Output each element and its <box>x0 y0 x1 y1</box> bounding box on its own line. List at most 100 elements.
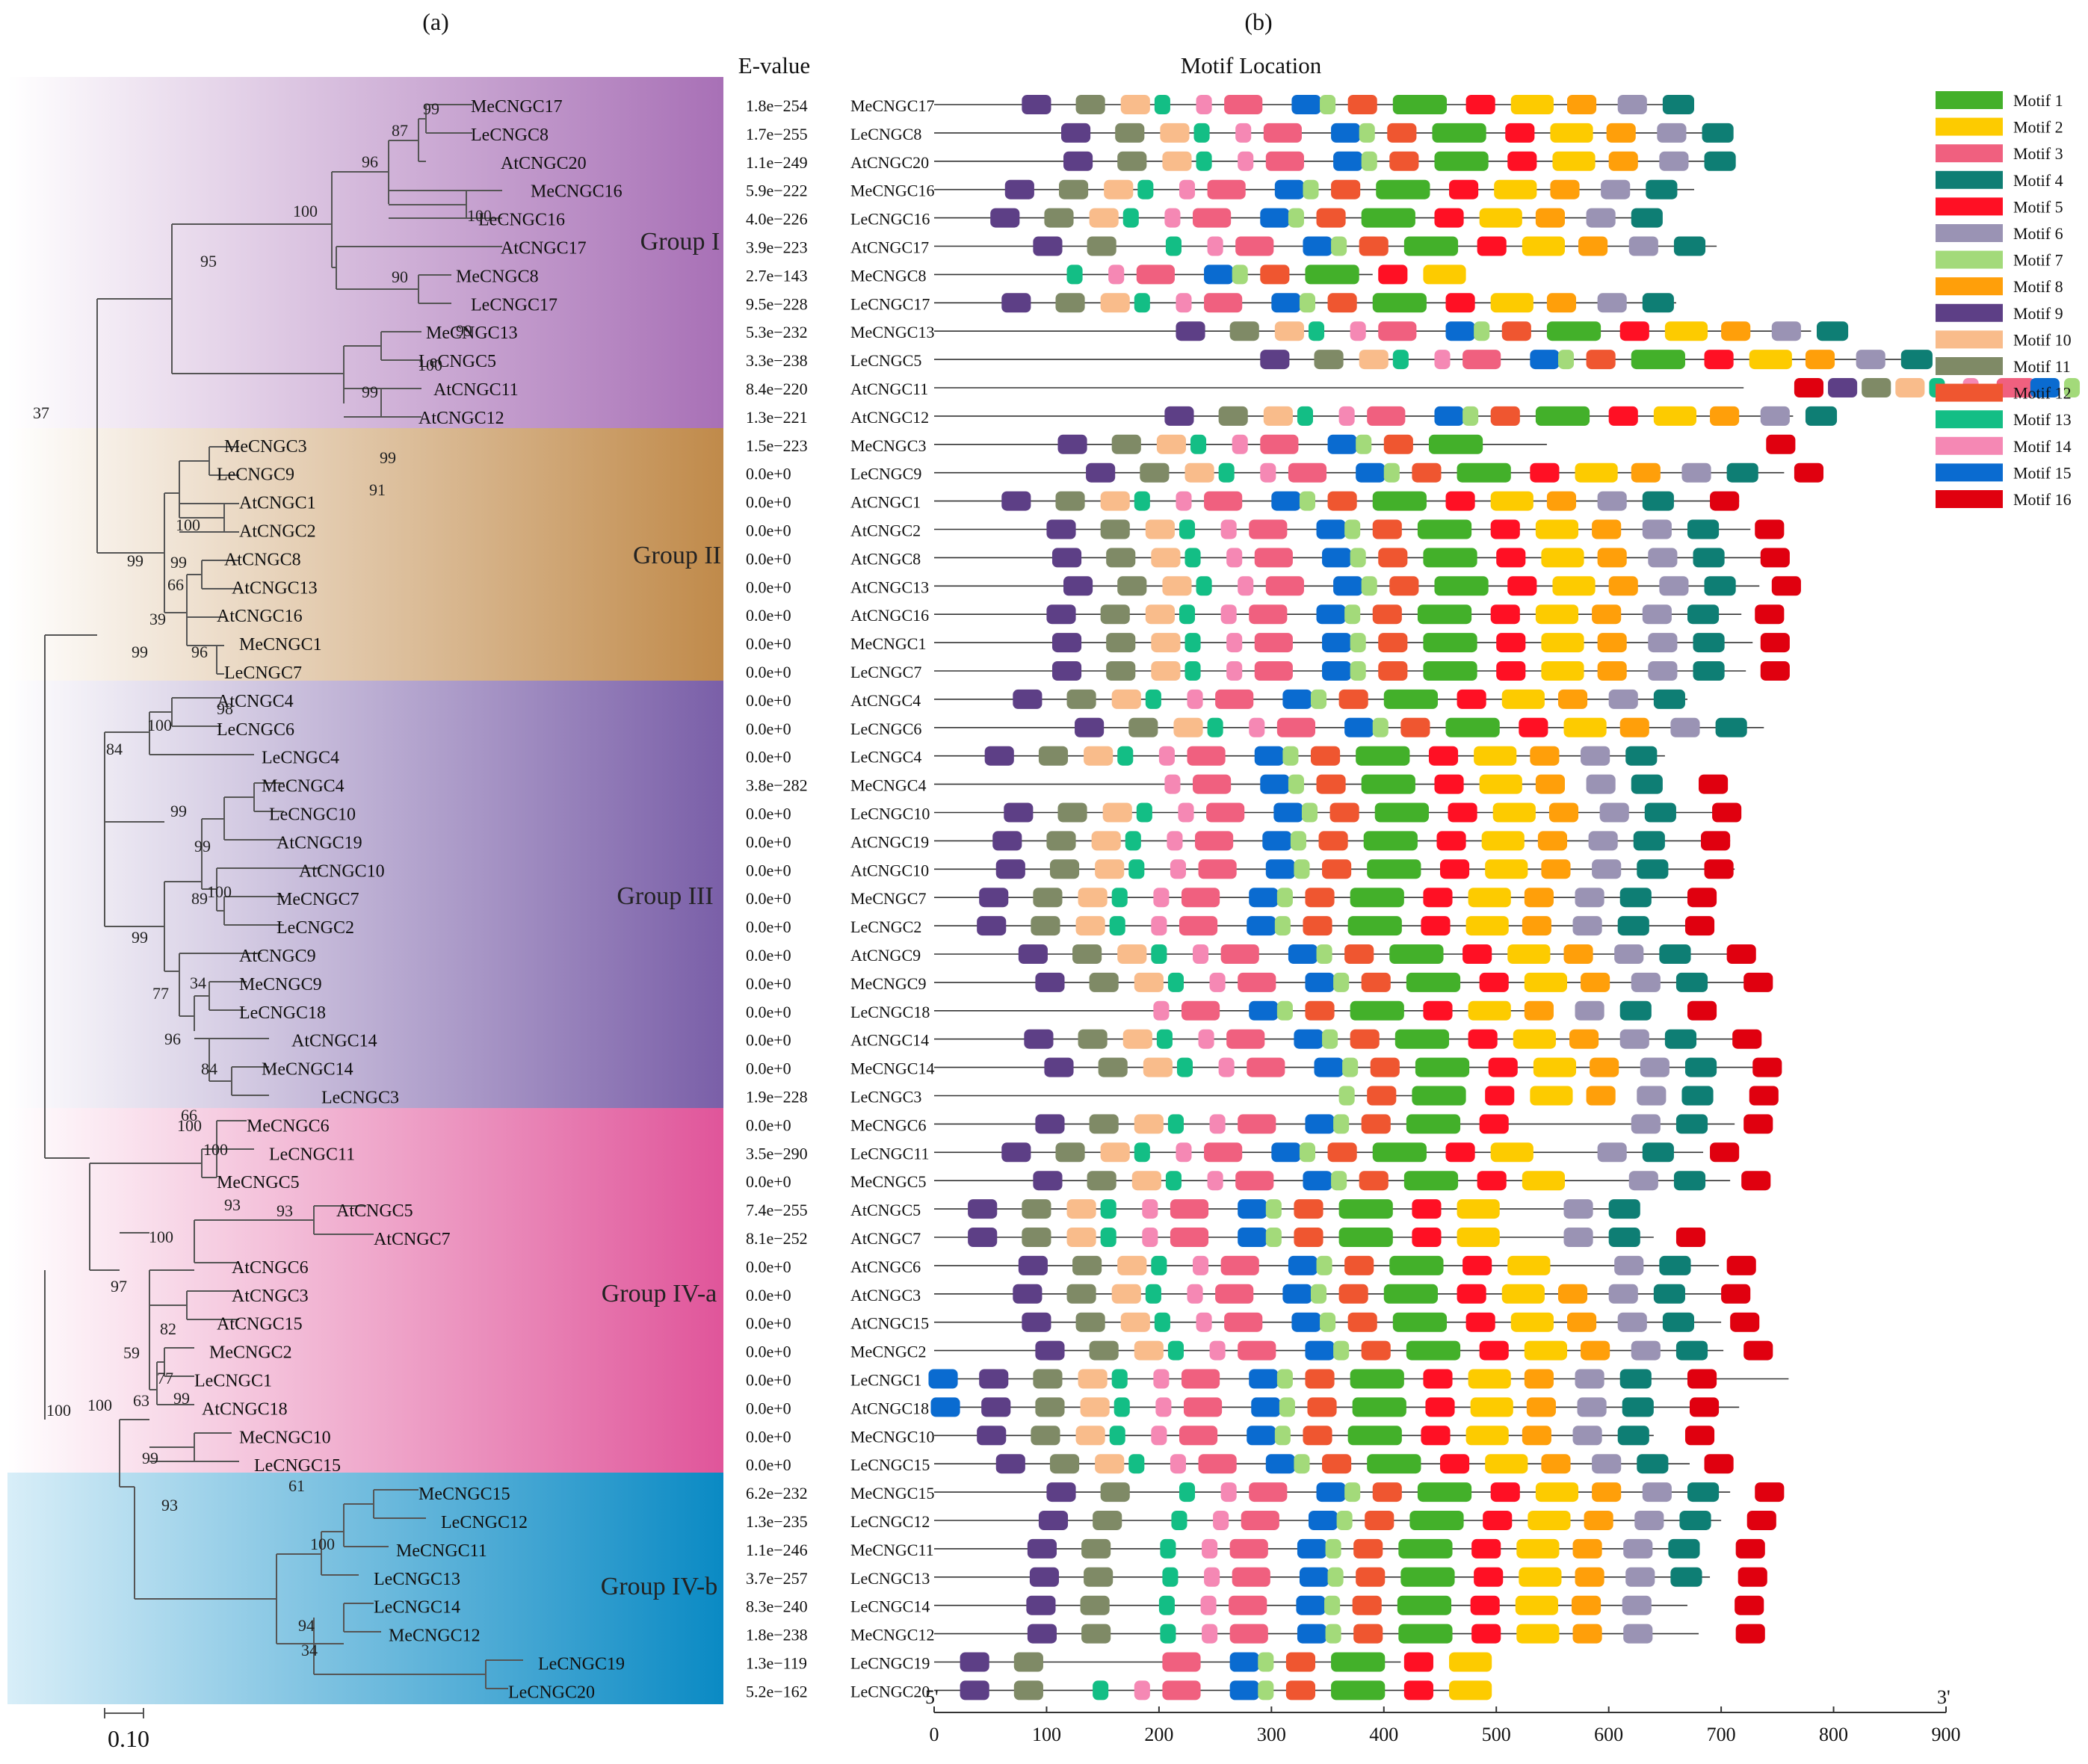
motif-row-label: MeCNGC10 <box>850 1427 934 1446</box>
motif-block-11 <box>1055 1142 1085 1163</box>
motif-row: MeCNGC3 <box>850 434 1796 455</box>
motif-block-4 <box>1693 548 1725 568</box>
motif-block-15 <box>1288 1255 1318 1275</box>
motif-block-13 <box>1128 859 1145 879</box>
motif-block-2 <box>1541 548 1584 568</box>
motif-block-12 <box>1352 1595 1382 1615</box>
tree-leaf-label: LeCNGC17 <box>471 295 557 315</box>
motif-block-2 <box>1494 179 1537 199</box>
bootstrap-value: 93 <box>224 1195 241 1214</box>
motif-row-label: AtCNGC9 <box>850 946 921 965</box>
motif-block-16 <box>1755 519 1785 539</box>
evalue-cell: 1.3e−221 <box>746 408 808 427</box>
group-label-5: Group IV-b <box>601 1573 717 1600</box>
evalue-cell: 0.0e+0 <box>746 1257 791 1276</box>
motif-block-12 <box>1586 350 1616 370</box>
axis-tick-label: 500 <box>1482 1724 1511 1745</box>
motif-block-7 <box>1316 1255 1332 1275</box>
motif-block-9 <box>1035 1340 1065 1361</box>
motif-block-13 <box>1145 1284 1161 1304</box>
motif-block-11 <box>1080 1595 1110 1615</box>
motif-block-12 <box>1338 1284 1368 1304</box>
motif-row-label: AtCNGC1 <box>850 493 921 512</box>
motif-block-3 <box>1288 462 1327 483</box>
motif-block-14 <box>1178 802 1194 823</box>
motif-block-9 <box>1033 236 1063 256</box>
motif-block-8 <box>1524 1369 1554 1389</box>
motif-block-15 <box>1260 208 1290 228</box>
evalue-cell: 5.9e−222 <box>746 182 808 200</box>
motif-block-5 <box>1423 1369 1453 1389</box>
motif-block-5 <box>1465 95 1495 114</box>
motif-block-3 <box>1232 1567 1270 1587</box>
motif-block-16 <box>1746 1511 1776 1530</box>
motif-block-16 <box>1704 1454 1734 1474</box>
motif-block-15 <box>1296 1595 1326 1615</box>
motif-block-8 <box>1522 1426 1551 1446</box>
motif-block-6 <box>1597 491 1627 511</box>
evalue-cell: 0.0e+0 <box>746 719 791 738</box>
motif-row: AtCNGC2 <box>850 519 1785 540</box>
motif-block-13 <box>1134 1142 1150 1163</box>
motif-block-5 <box>1448 802 1477 823</box>
motif-block-6 <box>1577 1397 1607 1417</box>
motif-block-13 <box>1297 406 1313 426</box>
motif-block-12 <box>1378 661 1408 681</box>
legend-label: Motif 9 <box>2013 304 2063 323</box>
motif-row: AtCNGC16 <box>850 604 1785 625</box>
motif-block-2 <box>1479 208 1522 228</box>
motif-block-1 <box>1338 1228 1393 1247</box>
motif-block-5 <box>1457 1284 1486 1304</box>
group-label-1: Group I <box>640 228 720 256</box>
motif-block-8 <box>1592 604 1622 625</box>
motif-row: LeCNGC3 <box>850 1086 1779 1107</box>
motif-block-5 <box>1479 1114 1509 1134</box>
motif-block-2 <box>1550 123 1593 143</box>
motif-block-7 <box>1356 434 1372 454</box>
motif-block-10 <box>1078 1369 1108 1389</box>
motif-block-15 <box>1229 1652 1259 1672</box>
bootstrap-value: 94 <box>298 1616 315 1635</box>
motif-block-12 <box>1501 321 1531 341</box>
motif-block-10 <box>1111 1284 1141 1304</box>
evalue-cell: 8.3e−240 <box>746 1597 808 1616</box>
tree-leaf-label: AtCNGC12 <box>418 409 504 428</box>
group-label-4: Group IV-a <box>602 1280 717 1307</box>
motif-block-16 <box>1741 1171 1771 1191</box>
motif-block-11 <box>1098 1057 1128 1077</box>
motif-row-label: LeCNGC1 <box>850 1371 921 1390</box>
motif-block-6 <box>1623 1624 1653 1644</box>
motif-block-15 <box>1294 1029 1323 1049</box>
motif-block-5 <box>1423 1000 1453 1021</box>
group-band-4 <box>7 1108 723 1473</box>
motif-block-6 <box>1648 633 1678 653</box>
motif-block-8 <box>1606 123 1636 143</box>
motif-block-16 <box>1730 1312 1760 1332</box>
motif-block-1 <box>1350 888 1404 908</box>
tree-leaf-label: MeCNGC8 <box>456 267 539 286</box>
motif-block-3 <box>1204 491 1243 511</box>
evalue-cell: 0.0e+0 <box>746 1031 791 1050</box>
motif-block-9 <box>1035 972 1065 992</box>
motif-block-9 <box>1004 179 1034 199</box>
motif-block-1 <box>1412 1086 1466 1106</box>
motif-row: LeCNGC9 <box>850 462 1824 483</box>
motif-block-8 <box>1524 888 1554 908</box>
motif-block-15 <box>1316 519 1346 539</box>
motif-block-14 <box>1200 1595 1217 1615</box>
motif-block-12 <box>1389 576 1419 596</box>
motif-block-13 <box>1134 293 1150 313</box>
motif-block-11 <box>1314 350 1344 370</box>
motif-block-15 <box>1249 1369 1279 1389</box>
motif-block-8 <box>1578 236 1608 256</box>
motif-block-13 <box>1176 1057 1193 1077</box>
motif-row-label: AtCNGC20 <box>850 153 929 172</box>
motif-block-6 <box>1619 1029 1649 1049</box>
motif-block-12 <box>1378 633 1408 653</box>
motif-block-9 <box>1051 661 1082 681</box>
motif-row-label: LeCNGC18 <box>850 1003 930 1021</box>
motif-block-16 <box>1675 1228 1706 1247</box>
motif-block-5 <box>1457 689 1486 709</box>
motif-block-16 <box>1726 944 1756 964</box>
motif-row: AtCNGC10 <box>850 859 1735 879</box>
